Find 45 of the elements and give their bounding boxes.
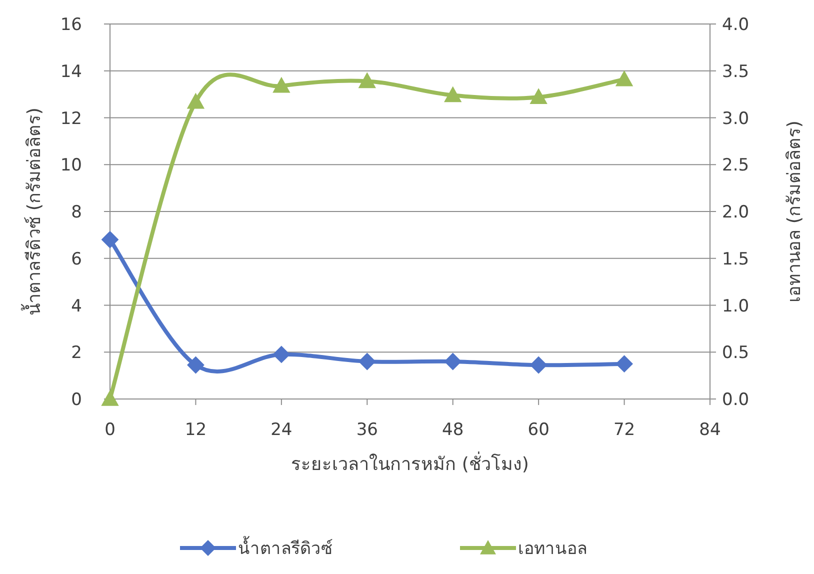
y-tick-label: 14 <box>60 62 82 82</box>
point <box>358 72 376 88</box>
x-tick-label: 36 <box>356 420 378 440</box>
x-tick-label: 84 <box>699 420 721 440</box>
x-tick-label: 12 <box>184 420 207 440</box>
point <box>187 356 204 374</box>
y2-tick-label: 0.5 <box>722 343 750 364</box>
point <box>444 86 462 102</box>
y-tick-label: 0 <box>71 390 82 410</box>
x-tick-label: 0 <box>104 420 116 440</box>
x-tick-label: 72 <box>613 420 636 440</box>
y-tick-label: 16 <box>60 15 82 35</box>
point <box>272 346 290 363</box>
legend-label: เอทานอล <box>518 539 587 559</box>
legend-label: น้ำตาลรีดิวซ์ <box>238 536 333 559</box>
point <box>616 355 633 372</box>
y-axis-title: น้ำตาลรีดิวซ์ (กรัมต่อลิตร) <box>21 108 45 316</box>
y2-tick-label: 1.0 <box>722 296 750 316</box>
point <box>358 353 376 370</box>
point <box>530 356 548 374</box>
y2-tick-label: 3.5 <box>722 62 750 82</box>
y-tick-label: 10 <box>60 156 82 176</box>
y-tick-label: 8 <box>71 202 82 222</box>
y2-tick-label: 4.0 <box>722 15 750 35</box>
point <box>272 77 290 93</box>
y-tick-label: 6 <box>71 249 82 270</box>
y-tick-label: 4 <box>71 296 82 316</box>
point <box>530 88 548 104</box>
point <box>616 70 633 86</box>
y-tick-label: 12 <box>60 108 82 129</box>
y2-tick-label: 3.0 <box>722 108 750 129</box>
x-tick-label: 60 <box>528 420 550 440</box>
point <box>102 231 118 248</box>
y2-tick-label: 0.0 <box>722 390 750 410</box>
x-tick-label: 48 <box>442 420 464 440</box>
point <box>444 353 462 370</box>
point <box>187 93 204 109</box>
x-tick-label: 24 <box>270 420 292 440</box>
point <box>102 390 118 406</box>
y2-tick-label: 2.0 <box>722 202 750 222</box>
y-tick-label: 2 <box>71 343 82 364</box>
y2-axis-title: เอทานอล (กรัมต่อลิตร) <box>784 120 805 302</box>
x-axis-title: ระยะเวลาในการหมัก (ชั่วโมง) <box>291 451 529 475</box>
y2-tick-label: 2.5 <box>722 156 750 176</box>
y2-tick-label: 1.5 <box>722 249 750 270</box>
